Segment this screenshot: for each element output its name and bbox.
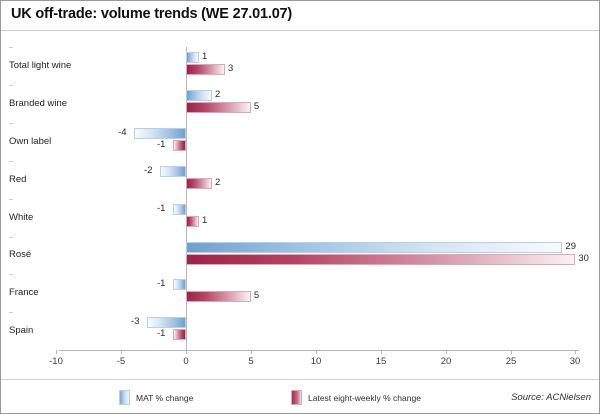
bar-value-label: 3	[227, 63, 234, 74]
x-axis-tick-label: 30	[569, 356, 581, 367]
x-axis-tick-mark	[251, 350, 252, 354]
bar-mat[interactable]	[173, 203, 186, 215]
bar-value-label: -1	[157, 138, 166, 150]
x-axis-tick-label: 25	[505, 356, 517, 367]
category-label: Red	[9, 173, 27, 185]
bar-mat[interactable]	[147, 317, 186, 329]
bar-value-label: 1	[201, 51, 208, 62]
bar-mat[interactable]	[160, 165, 186, 177]
bar-mat[interactable]	[186, 241, 563, 253]
x-axis-tick-label: -5	[116, 356, 126, 367]
bar-value-label: 5	[253, 290, 260, 302]
legend-item-eight-weekly[interactable]: Latest eight-weekly % change	[291, 390, 421, 405]
bar-eight[interactable]	[186, 64, 225, 75]
x-axis-tick-mark	[575, 350, 576, 354]
x-axis-tick-mark	[56, 350, 57, 354]
x-axis-tick-mark	[316, 350, 317, 354]
bar-eight[interactable]	[173, 329, 186, 341]
bar-value-label: -1	[157, 328, 166, 340]
bar-eight[interactable]	[173, 139, 186, 151]
category-tick	[9, 274, 13, 276]
bar-value-label: -1	[157, 202, 166, 214]
category-label: Rosé	[9, 249, 32, 261]
legend-item-mat[interactable]: MAT % change	[119, 390, 193, 405]
zero-axis-line	[186, 47, 187, 350]
bar-eight[interactable]	[186, 253, 576, 265]
category-tick	[9, 47, 13, 48]
bar-value-label: -3	[131, 316, 140, 328]
legend: MAT % change Latest eight-weekly % chang…	[1, 379, 599, 413]
legend-label-mat: MAT % change	[136, 392, 194, 403]
category-label: Own label	[9, 135, 52, 147]
bar-value-label: 30	[578, 252, 589, 264]
bar-eight[interactable]	[186, 215, 199, 227]
bar-eight[interactable]	[186, 291, 251, 303]
bar-value-label: 29	[565, 240, 576, 252]
category-label: White	[9, 211, 34, 223]
x-axis-tick-label: 10	[310, 356, 322, 367]
bar-mat[interactable]	[173, 279, 186, 291]
legend-swatch-eight-weekly-icon	[291, 390, 302, 405]
category-tick	[9, 122, 13, 124]
x-axis-tick-label: -10	[49, 356, 63, 367]
bar-value-label: -2	[144, 164, 153, 176]
category-tick	[9, 198, 13, 200]
bar-eight[interactable]	[186, 101, 251, 113]
page-title: UK off-trade: volume trends (WE 27.01.07…	[11, 6, 293, 22]
x-axis-tick-mark	[121, 350, 122, 354]
category-tick	[9, 84, 13, 86]
category-label: Spain	[9, 325, 34, 337]
source-note: Source: ACNielsen	[511, 392, 591, 403]
category-tick	[9, 160, 13, 162]
x-axis-tick-mark	[381, 350, 382, 354]
bar-mat[interactable]	[134, 127, 186, 139]
bar-value-label: 1	[201, 214, 208, 226]
x-axis-tick-label: 0	[183, 356, 189, 367]
bar-value-label: 2	[214, 176, 221, 188]
category-tick	[9, 312, 13, 314]
x-axis-tick-mark	[511, 350, 512, 354]
bar-mat[interactable]	[186, 89, 212, 101]
bar-mat[interactable]	[186, 52, 199, 63]
x-axis-tick-mark	[446, 350, 447, 354]
x-axis-tick-label: 20	[440, 356, 452, 367]
category-label: France	[9, 287, 39, 299]
category-label: Branded wine	[9, 97, 68, 109]
title-bar: UK off-trade: volume trends (WE 27.01.07…	[1, 1, 599, 31]
category-label: Total light wine	[9, 59, 72, 71]
category-tick	[9, 236, 13, 238]
x-axis-line	[59, 350, 579, 351]
legend-swatch-mat-icon	[119, 390, 130, 405]
legend-label-eight-weekly: Latest eight-weekly % change	[308, 392, 421, 403]
plot-area	[59, 47, 578, 350]
bar-value-label: 5	[253, 100, 260, 112]
x-axis-tick-mark	[186, 350, 187, 354]
bar-value-label: 2	[214, 88, 221, 100]
x-axis-tick-label: 5	[248, 356, 254, 367]
bar-value-label: -1	[157, 278, 166, 290]
bar-value-label: -4	[118, 126, 127, 138]
bar-eight[interactable]	[186, 177, 212, 189]
x-axis-tick-label: 15	[375, 356, 387, 367]
